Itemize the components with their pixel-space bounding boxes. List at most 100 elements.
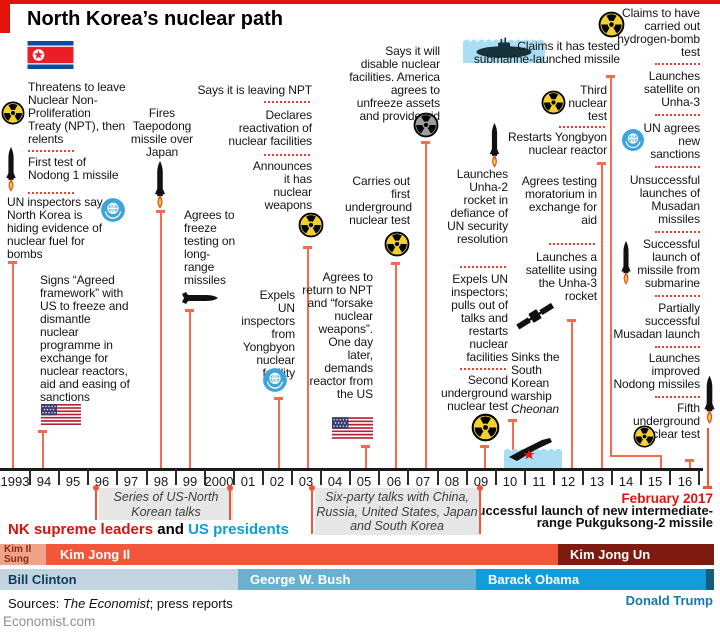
leader-bar-kim-il-sung: Kim Il Sung xyxy=(0,544,46,565)
talks-line xyxy=(229,489,231,520)
missile-icon xyxy=(4,147,18,192)
sources-line: Sources: The Economist; press reports xyxy=(8,596,233,611)
connector-1999 xyxy=(189,311,191,469)
event-restarts-yongbyon: Restarts Yongbyon nuclear reactor xyxy=(507,130,607,157)
us-flag-icon xyxy=(41,404,81,425)
axis-year: 11 xyxy=(532,474,546,489)
axis-year: 12 xyxy=(560,474,576,489)
radiation-icon xyxy=(633,425,656,448)
axis-tick xyxy=(611,470,613,485)
economist-red-tab xyxy=(0,0,10,33)
sources-publication: The Economist xyxy=(62,596,150,611)
axis-tick xyxy=(698,470,700,485)
axis-year: 02 xyxy=(269,474,285,489)
legend-us-presidents: US presidents xyxy=(188,521,289,538)
dotted-separator xyxy=(655,295,700,297)
axis-year: 06 xyxy=(386,474,402,489)
axis-year: 15 xyxy=(647,474,663,489)
dotted-separator xyxy=(655,63,700,65)
nk-flag-icon xyxy=(27,41,74,69)
dotted-separator xyxy=(655,346,700,348)
axis-tick xyxy=(407,470,409,485)
missile-icon xyxy=(487,123,502,168)
event-npt-threat: Threatens to leave Nuclear Non-Prolifera… xyxy=(28,80,126,146)
event-cheonan: Sinks the South Korean warship Cheonan xyxy=(511,350,560,416)
event-unha3-satellite: Launches a satellite using the Unha-3 ro… xyxy=(525,250,597,303)
sinking-ship-icon xyxy=(504,436,562,468)
axis-year: 1993 xyxy=(0,474,30,489)
dotted-separator xyxy=(28,150,74,152)
event-moratorium: Agrees testing moratorium in exchange fo… xyxy=(521,174,597,227)
axis-year: 01 xyxy=(240,474,256,489)
connector-cap xyxy=(567,319,576,322)
axis-year: 13 xyxy=(589,474,605,489)
connector-2006 xyxy=(395,264,397,469)
axis-tick xyxy=(29,470,31,485)
president-bar-obama: Barack Obama xyxy=(476,569,706,590)
radiation-icon xyxy=(384,231,410,257)
connector-1993 xyxy=(12,263,14,469)
axis-year: 97 xyxy=(123,474,139,489)
connector-cap xyxy=(508,419,517,422)
event-return-npt: Agrees to return to NPT and “forsake nuc… xyxy=(302,270,373,401)
connector-2007 xyxy=(425,143,427,469)
axis-tick xyxy=(320,470,322,485)
connector-2010 xyxy=(512,421,514,469)
event-third-test: Third nuclear test xyxy=(568,83,607,123)
connector-2003 xyxy=(307,248,309,469)
connector-cap xyxy=(685,459,694,462)
dotted-separator xyxy=(655,396,700,398)
axis-tick xyxy=(204,470,206,485)
connector-cap xyxy=(606,75,615,78)
event-first-test: Carries out first underground nuclear te… xyxy=(345,174,412,227)
axis-tick xyxy=(146,470,148,485)
connector-cap xyxy=(480,445,489,448)
event-announces-weapons: Announces it has nuclear weapons xyxy=(252,159,312,212)
connector-2016 xyxy=(689,461,691,469)
un-icon xyxy=(262,367,288,393)
axis-year: 04 xyxy=(327,474,343,489)
feb2017-date: February 2017 xyxy=(621,491,713,506)
connector-cap xyxy=(38,430,47,433)
missile-horizontal-icon xyxy=(182,292,218,304)
axis-tick xyxy=(349,470,351,485)
event-hbomb: Claims to have carried out hydrogen-bomb… xyxy=(617,6,700,59)
connector-2013 xyxy=(601,164,603,469)
economist-com-label: Economist.com xyxy=(3,614,96,629)
connector-feb2017 xyxy=(707,428,709,487)
dotted-separator xyxy=(655,114,700,116)
connector-cap xyxy=(8,261,17,264)
axis-year: 08 xyxy=(444,474,460,489)
connector-cap xyxy=(421,141,430,144)
axis-year: 14 xyxy=(618,474,634,489)
radiation-icon xyxy=(471,413,500,442)
talks-line xyxy=(479,489,481,534)
axis-tick xyxy=(553,470,555,485)
axis-year: 98 xyxy=(153,474,169,489)
us-nk-talks-box: Series of US-North Korean talks xyxy=(99,488,233,520)
connector-2015-elbow xyxy=(610,455,662,457)
dotted-separator xyxy=(264,154,310,156)
axis-year: 10 xyxy=(502,474,518,489)
connector-2012 xyxy=(571,321,573,469)
talks-line xyxy=(311,489,313,534)
cheonan-name: Cheonan xyxy=(511,402,560,416)
connector-2009 xyxy=(484,447,486,469)
connector-cap xyxy=(597,162,606,165)
legend-and: and xyxy=(153,521,189,538)
talks-dot xyxy=(93,485,99,491)
event-agreed-framework: Signs “Agreed framework” with US to free… xyxy=(40,273,130,404)
connector-cap xyxy=(361,445,370,448)
president-bar-trump-sliver xyxy=(706,569,714,590)
axis-tick xyxy=(87,470,89,485)
connector-cap xyxy=(303,246,312,249)
event-unha2: Launches Unha-2 rocket in defiance of UN… xyxy=(447,167,508,246)
legend-nk-leaders: NK supreme leaders xyxy=(8,521,154,538)
connector-cap xyxy=(156,210,165,213)
dotted-separator xyxy=(655,166,700,168)
axis-tick xyxy=(262,470,264,485)
event-musadan-partial: Partially successful Musadan launch xyxy=(613,301,700,341)
connector-cap xyxy=(391,262,400,265)
event-expels-un-pulls-out: Expels UN inspectors; pulls out of talks… xyxy=(451,272,508,364)
